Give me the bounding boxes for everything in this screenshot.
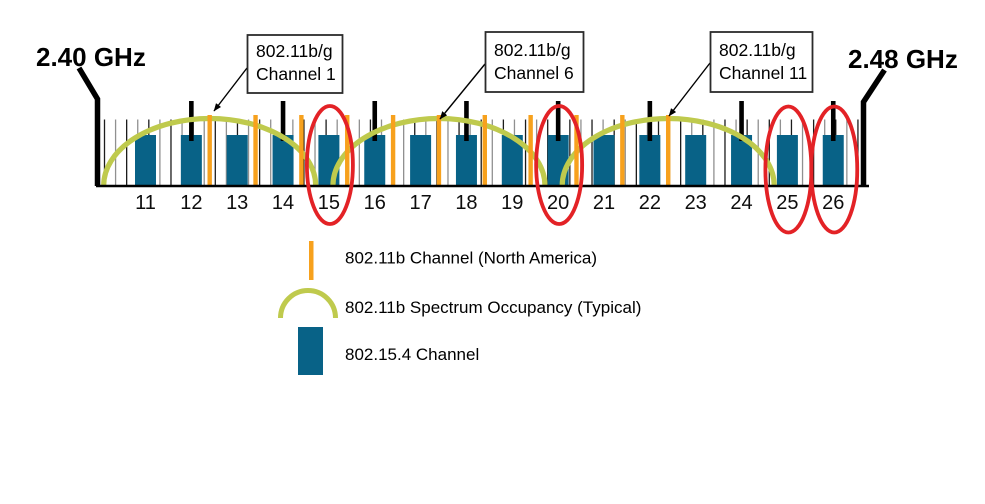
callout-line2: Channel 11 bbox=[719, 63, 807, 83]
legend-label-wifi-channel: 802.11b Channel (North America) bbox=[345, 249, 597, 268]
highlight-ellipse-channel-20 bbox=[534, 104, 585, 226]
zigbee-channel-bar-11 bbox=[135, 135, 156, 186]
zigbee-channel-label-22: 22 bbox=[639, 192, 661, 214]
zigbee-channel-label-11: 11 bbox=[135, 192, 156, 214]
wifi-channel-line-4 bbox=[345, 115, 350, 185]
wifi-channel-line-5 bbox=[390, 115, 396, 185]
callout-wifi-channel-6: 802.11b/g Channel 6 bbox=[439, 31, 585, 120]
zigbee-channel-label-18: 18 bbox=[455, 192, 477, 214]
callout-wifi-channel-11: 802.11b/g Channel 11 bbox=[668, 31, 814, 117]
zigbee-channel-label-14: 14 bbox=[272, 192, 294, 214]
zigbee-channel-label-25: 25 bbox=[776, 192, 798, 214]
highlight-ellipse-channel-15 bbox=[304, 104, 355, 226]
zigbee-channel-bar-12 bbox=[180, 135, 202, 186]
zigbee-channel-bar-21 bbox=[593, 135, 615, 186]
legend: 802.11b Channel (North America) 802.11b … bbox=[278, 241, 641, 375]
axis-boundary-right bbox=[860, 68, 887, 186]
zigbee-channel-label-12: 12 bbox=[180, 192, 202, 214]
wifi-channel-line-8 bbox=[528, 115, 533, 185]
legend-wifi-channel-symbol bbox=[309, 241, 314, 280]
wifi-channel-line-6 bbox=[436, 115, 442, 185]
legend-occupancy-arc-symbol bbox=[278, 288, 338, 319]
zigbee-channel-label-24: 24 bbox=[730, 192, 752, 214]
callout-box bbox=[484, 31, 585, 93]
zigbee-channel-label-20: 20 bbox=[547, 192, 569, 214]
zigbee-channel-label-16: 16 bbox=[364, 192, 386, 214]
legend-zigbee-channel-symbol bbox=[298, 327, 323, 375]
freq-label-left: 2.40 GHz bbox=[36, 42, 146, 72]
zigbee-channel-label-21: 21 bbox=[593, 192, 615, 214]
zigbee-channel-bar-15 bbox=[318, 135, 340, 186]
callout-box bbox=[709, 31, 814, 93]
callout-arrow bbox=[668, 62, 711, 117]
zigbee-channel-bar-17 bbox=[410, 135, 432, 186]
callout-wifi-channel-1: 802.11b/g Channel 1 bbox=[213, 34, 344, 112]
zigbee-channel-bar-23 bbox=[685, 135, 707, 186]
zigbee-channel-label-23: 23 bbox=[685, 192, 707, 214]
wifi-channel-line-9 bbox=[574, 115, 579, 185]
zigbee-channel-label-13: 13 bbox=[226, 192, 248, 214]
zigbee-channel-bar-13 bbox=[226, 135, 248, 186]
highlight-ellipse-channel-26 bbox=[809, 104, 860, 235]
callout-box bbox=[246, 34, 344, 94]
callout-line2: Channel 6 bbox=[494, 63, 574, 83]
zigbee-channel-bar-26 bbox=[822, 135, 844, 186]
zigbee-channel-label-15: 15 bbox=[318, 192, 340, 214]
zigbee-channel-bar-22 bbox=[639, 135, 661, 186]
callout-line1: 802.11b/g bbox=[256, 41, 333, 61]
callout-line1: 802.11b/g bbox=[494, 40, 571, 60]
zigbee-channel-label-19: 19 bbox=[501, 192, 523, 214]
zigbee-channel-label-26: 26 bbox=[822, 192, 844, 214]
freq-label-right: 2.48 GHz bbox=[848, 44, 958, 74]
wifi-channel-line-11 bbox=[665, 115, 671, 185]
legend-label-zigbee-channel: 802.15.4 Channel bbox=[345, 345, 479, 364]
zigbee-channel-bar-24 bbox=[731, 135, 753, 186]
axis-boundary-left bbox=[76, 66, 101, 186]
zigbee-channel-bar-20 bbox=[547, 135, 569, 186]
wifi-channel-line-7 bbox=[482, 115, 487, 185]
wifi-channel-line-10 bbox=[620, 115, 625, 185]
zigbee-channel-bar-19 bbox=[501, 135, 523, 186]
zigbee-channel-bar-16 bbox=[364, 135, 386, 186]
wifi-channel-line-3 bbox=[299, 115, 304, 185]
callout-arrow bbox=[439, 63, 486, 120]
wifi-channel-line-2 bbox=[253, 115, 258, 185]
wifi-channel-line-1 bbox=[207, 115, 212, 185]
callout-arrow bbox=[213, 67, 248, 112]
zigbee-channel-bar-18 bbox=[455, 135, 477, 186]
zigbee-channel-label-17: 17 bbox=[409, 192, 431, 214]
callout-line1: 802.11b/g bbox=[719, 40, 796, 60]
legend-label-occupancy: 802.11b Spectrum Occupancy (Typical) bbox=[345, 298, 641, 317]
zigbee-channel-bar-14 bbox=[272, 135, 294, 186]
zigbee-channel-bar-25 bbox=[776, 135, 798, 186]
callout-line2: Channel 1 bbox=[256, 64, 336, 84]
